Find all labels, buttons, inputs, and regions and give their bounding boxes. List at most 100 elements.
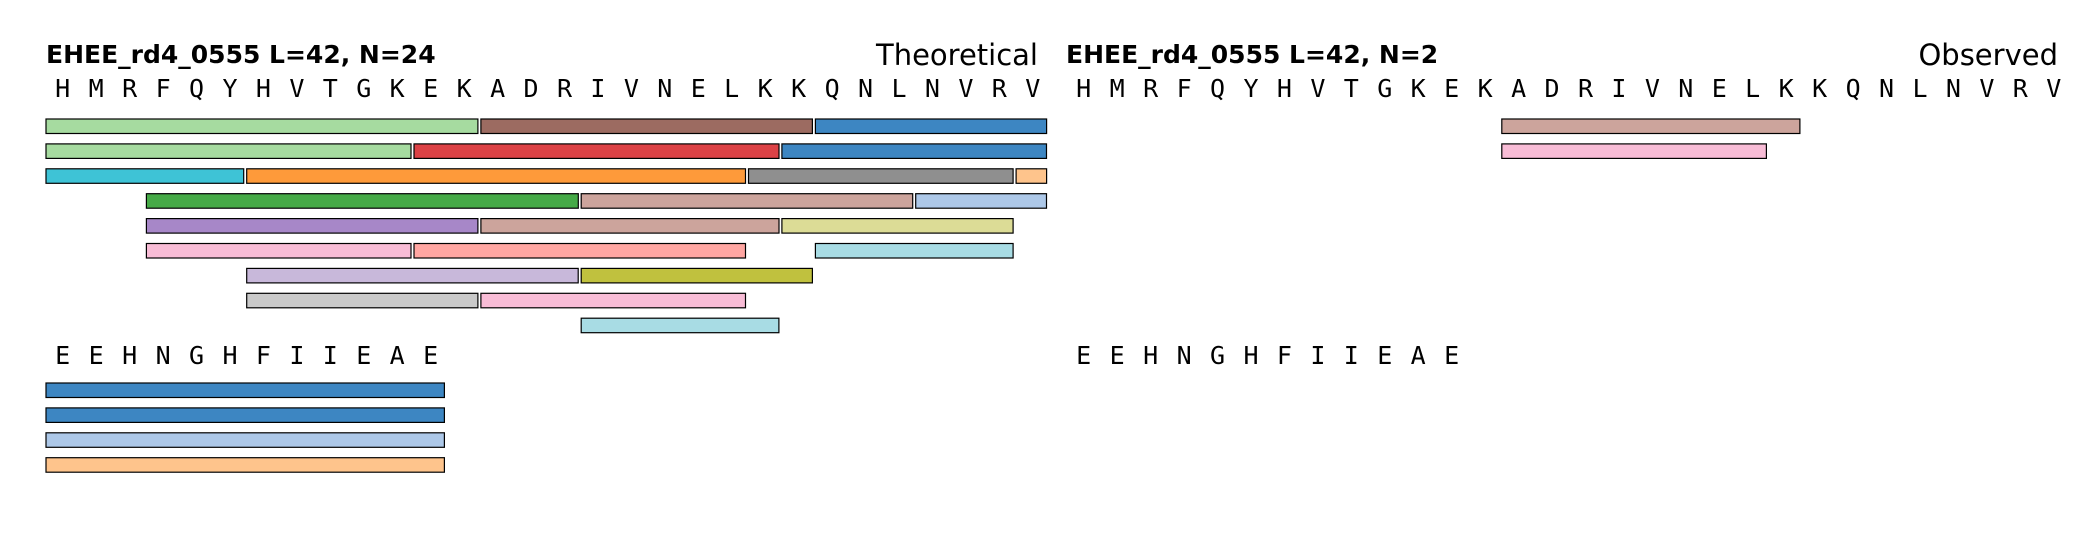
residue-letter: H bbox=[256, 74, 271, 103]
residue-letter: V bbox=[1025, 74, 1040, 103]
residue-letter: H bbox=[55, 74, 70, 103]
residue-letter: K bbox=[1812, 74, 1827, 103]
residue-letter: Q bbox=[1210, 74, 1225, 103]
peptide-bar bbox=[480, 292, 747, 309]
theoretical-panel-title: EHEE_rd4_0555 L=42, N=24 bbox=[46, 40, 436, 69]
peptide-bar bbox=[781, 218, 1014, 234]
residue-letter: N bbox=[1946, 74, 1961, 103]
residue-letter: A bbox=[1511, 74, 1526, 103]
peptide-bar bbox=[814, 242, 1014, 259]
residue-letter: L bbox=[1745, 74, 1760, 103]
residue-letter: R bbox=[122, 74, 138, 103]
peptide-bar bbox=[45, 457, 445, 473]
residue-letter: F bbox=[156, 74, 171, 103]
residue-letter: K bbox=[457, 74, 472, 103]
residue-letter: N bbox=[1678, 74, 1693, 103]
residue-letter: H bbox=[1277, 74, 1292, 103]
peptide-bar bbox=[1501, 143, 1768, 159]
residue-letter: E bbox=[423, 341, 438, 370]
residue-letter: V bbox=[624, 74, 639, 103]
observed-panel-title: EHEE_rd4_0555 L=42, N=2 bbox=[1066, 40, 1438, 69]
peptide-bar bbox=[747, 168, 1014, 184]
residue-letter: N bbox=[657, 74, 672, 103]
residue-letter: V bbox=[1979, 74, 1994, 103]
residue-letter: E bbox=[55, 341, 70, 370]
residue-letter: H bbox=[1143, 341, 1158, 370]
residue-letter: N bbox=[925, 74, 940, 103]
residue-letter: M bbox=[1110, 74, 1125, 103]
peptide-bar bbox=[580, 267, 814, 284]
peptide-bar bbox=[246, 168, 747, 184]
peptide-bar bbox=[480, 218, 780, 234]
residue-letter: E bbox=[1110, 341, 1125, 370]
peptide-bar bbox=[580, 317, 780, 334]
residue-letter: L bbox=[891, 74, 906, 103]
peptide-bar bbox=[45, 407, 445, 423]
residue-letter: K bbox=[1411, 74, 1426, 103]
residue-letter: D bbox=[523, 74, 538, 103]
residue-letter: Q bbox=[189, 74, 204, 103]
residue-letter: N bbox=[858, 74, 873, 103]
residue-letter: F bbox=[1177, 74, 1192, 103]
residue-letter: E bbox=[1444, 74, 1459, 103]
peptide-bar bbox=[814, 118, 1048, 135]
peptide-bar bbox=[781, 143, 1048, 159]
residue-letter: V bbox=[2046, 74, 2061, 103]
peptide-bar bbox=[145, 242, 412, 259]
residue-letter: G bbox=[356, 74, 371, 103]
residue-letter: R bbox=[557, 74, 573, 103]
residue-letter: I bbox=[289, 341, 304, 370]
residue-letter: R bbox=[1143, 74, 1159, 103]
peptide-bar bbox=[915, 193, 1048, 209]
residue-letter: A bbox=[1411, 341, 1426, 370]
residue-letter: K bbox=[791, 74, 806, 103]
residue-letter: I bbox=[1310, 341, 1325, 370]
residue-letter: V bbox=[289, 74, 304, 103]
residue-letter: V bbox=[958, 74, 973, 103]
theoretical-sequence-rows: H M R F Q Y H V T G K E K A D R I V N E L K K Q N L N V R VE E H N G H F I I E… bbox=[45, 74, 1048, 473]
residue-letter: K bbox=[758, 74, 773, 103]
residue-letter: N bbox=[1177, 341, 1192, 370]
peptide-bar bbox=[145, 218, 479, 234]
residue-letter: E bbox=[1712, 74, 1727, 103]
residue-letter: I bbox=[323, 341, 338, 370]
residue-letter: E bbox=[1444, 341, 1459, 370]
residue-letter: G bbox=[189, 341, 204, 370]
theoretical-panel-label: Theoretical bbox=[875, 38, 1038, 72]
residue-letter: R bbox=[1578, 74, 1594, 103]
peptide-bar bbox=[45, 168, 245, 184]
peptide-bar bbox=[413, 143, 780, 159]
residue-letter: R bbox=[992, 74, 1008, 103]
residue-letter: H bbox=[222, 341, 237, 370]
residue-letter: Y bbox=[1243, 74, 1258, 103]
residue-letter: H bbox=[122, 341, 137, 370]
peptide-bar bbox=[580, 193, 914, 209]
peptide-bar bbox=[1015, 168, 1048, 184]
residue-letter: M bbox=[89, 74, 104, 103]
peptide-bar bbox=[1501, 118, 1801, 135]
residue-letter: N bbox=[156, 341, 171, 370]
peptide-bar bbox=[145, 193, 579, 209]
residue-letter: T bbox=[1344, 74, 1359, 103]
residue-letter: E bbox=[1076, 341, 1091, 370]
peptide-bar bbox=[45, 118, 479, 135]
residue-letter: N bbox=[1879, 74, 1894, 103]
peptide-bar bbox=[45, 432, 445, 448]
residue-letter: T bbox=[323, 74, 338, 103]
residue-letter: F bbox=[1277, 341, 1292, 370]
residue-letter: K bbox=[1478, 74, 1493, 103]
residue-letter: I bbox=[1611, 74, 1626, 103]
residue-letter: K bbox=[1779, 74, 1794, 103]
residue-letter: I bbox=[590, 74, 605, 103]
peptide-bar bbox=[413, 242, 747, 259]
residue-letter: Q bbox=[1846, 74, 1861, 103]
residue-letter: Y bbox=[222, 74, 237, 103]
observed-sequence-rows: H M R F Q Y H V T G K E K A D R I V N E L K K Q N L N V R VE E H N G H F I I E… bbox=[1076, 74, 2061, 370]
residue-letter: H bbox=[1076, 74, 1091, 103]
